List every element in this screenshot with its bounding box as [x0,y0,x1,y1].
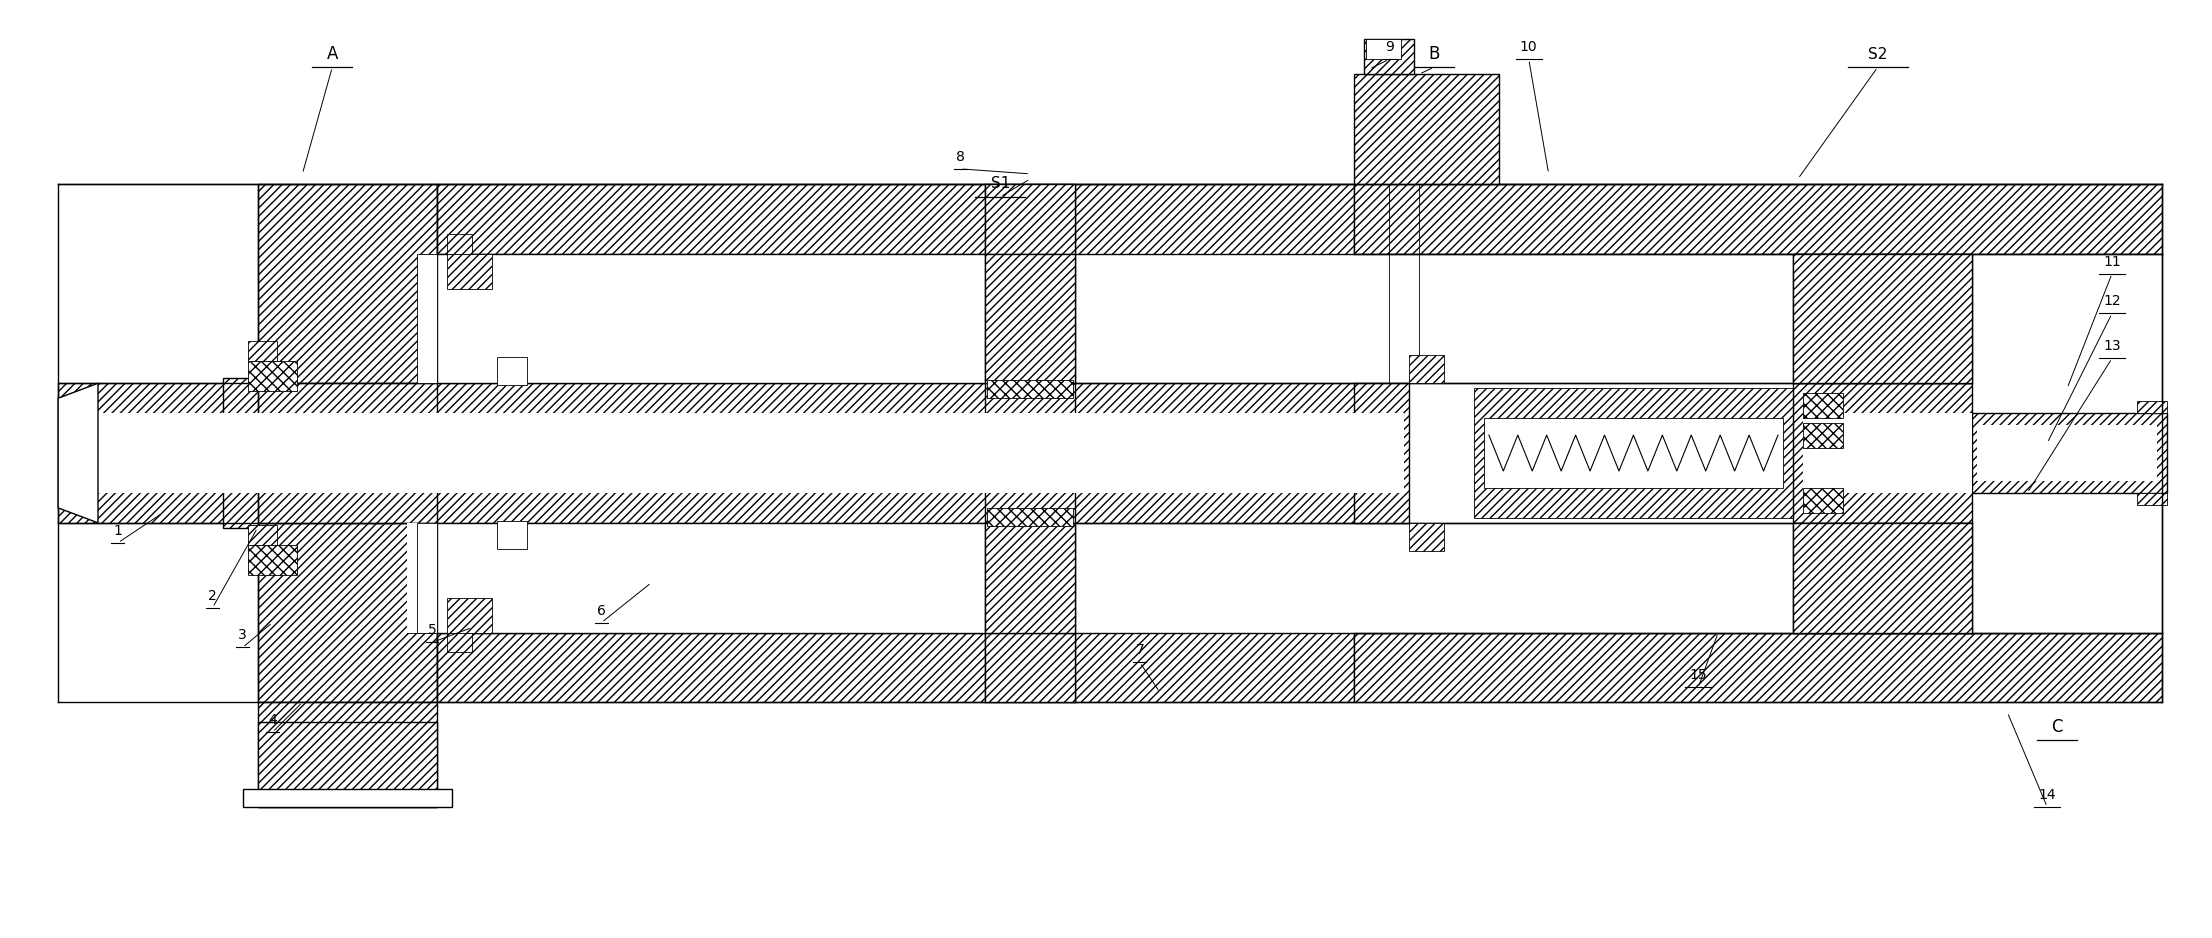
Bar [1973,413,2168,493]
Bar [88,413,1380,493]
Bar [407,522,438,632]
Bar [1803,413,1973,493]
Bar [1367,39,1400,59]
Text: 7: 7 [1135,643,1144,658]
Bar [1409,356,1444,384]
Text: 11: 11 [2104,254,2121,268]
Bar [1803,488,1843,513]
Text: S2: S2 [1867,47,1887,62]
Bar [248,545,296,575]
Bar [447,253,491,289]
Bar [987,380,1073,399]
Bar [1794,384,1973,522]
Text: S1: S1 [991,176,1011,191]
Bar [1484,418,1783,488]
Polygon shape [58,384,97,522]
Bar [1978,425,2157,481]
Text: 12: 12 [2104,295,2121,309]
Bar [447,632,471,653]
Bar [223,378,257,528]
Bar [498,521,526,549]
Text: A: A [327,45,338,63]
Bar [1365,39,1413,74]
Text: 10: 10 [1520,40,1537,54]
Bar [438,632,1354,703]
Bar [1354,384,1409,522]
Text: 5: 5 [427,624,436,638]
Bar [257,703,438,807]
Bar [1354,522,2161,632]
Text: C: C [2051,719,2064,736]
Bar [1794,522,1973,632]
Bar [438,522,984,632]
Bar [2137,401,2168,413]
Text: 13: 13 [2104,340,2121,354]
Bar [1794,522,1973,632]
Bar [1354,74,1500,184]
Bar [447,598,491,632]
Text: 9: 9 [1385,40,1394,54]
Bar [1803,393,1843,418]
Bar [257,722,438,807]
Bar [1473,388,1794,518]
Bar [438,253,984,384]
Bar [1354,632,2161,703]
Bar [2137,493,2168,505]
Bar [1358,413,1405,493]
Bar [58,384,1385,522]
Text: 3: 3 [239,628,248,643]
Text: 1: 1 [113,523,122,537]
Text: 14: 14 [2039,788,2055,802]
Text: 8: 8 [956,150,964,164]
Bar [248,525,276,545]
Bar [1409,522,1444,551]
Bar [1354,253,2161,384]
Bar [498,357,526,386]
Bar [257,184,438,384]
Bar [984,522,1075,632]
Bar [418,522,438,632]
Bar [1794,253,1973,384]
Bar [418,253,438,384]
Bar [1354,184,2161,253]
Text: 2: 2 [208,589,217,602]
Bar [257,522,438,703]
Text: B: B [1429,45,1440,63]
Bar [984,253,1075,384]
Text: 4: 4 [268,713,276,727]
Bar [1354,384,1794,522]
Bar [1803,423,1843,448]
Bar [987,507,1073,526]
Bar [248,361,296,391]
Bar [447,234,471,253]
Text: 15: 15 [1690,669,1708,682]
Bar [1794,253,1973,384]
Bar [248,341,276,361]
Bar [984,184,1075,253]
Text: 6: 6 [597,603,606,617]
Bar [438,184,1354,253]
Bar [243,789,451,807]
Bar [984,632,1075,703]
